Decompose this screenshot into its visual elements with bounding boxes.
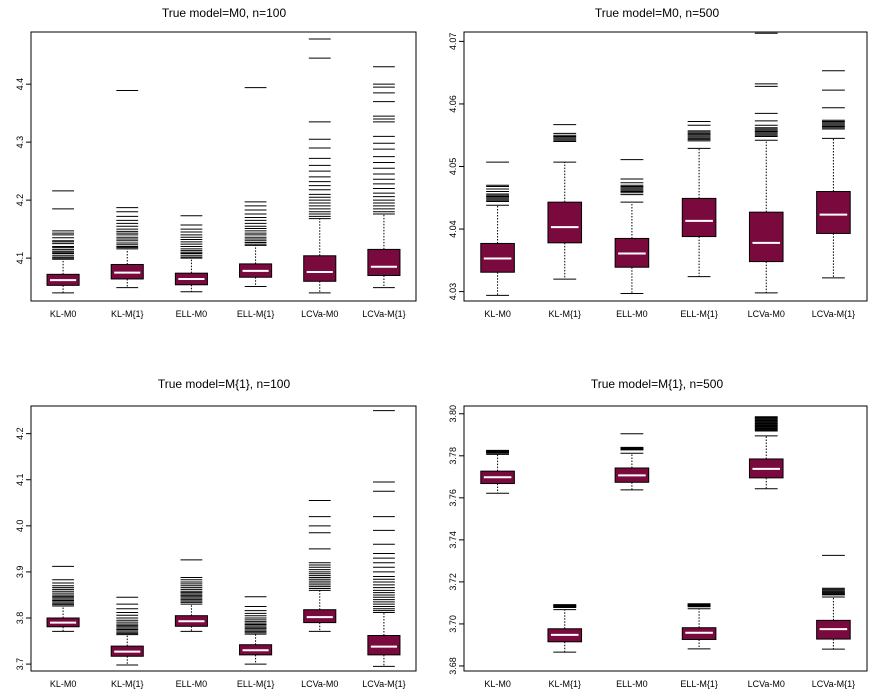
y-tick-label: 3.80 xyxy=(448,405,458,423)
x-tick-label: KL-M{1} xyxy=(111,309,144,319)
box xyxy=(816,191,851,234)
x-tick-label: ELL-M{1} xyxy=(680,309,718,319)
panel-title: True model=M0, n=500 xyxy=(595,6,720,20)
plot-frame xyxy=(30,405,417,672)
x-tick-label: ELL-M0 xyxy=(176,679,208,689)
x-tick-label: ELL-M{1} xyxy=(237,309,275,319)
y-tick-label: 3.7 xyxy=(15,658,25,671)
panel-m1-n500: True model=M{1}, n=500 3.683.703.723.743… xyxy=(448,377,868,689)
x-tick-label: LCVa-M{1} xyxy=(362,309,405,319)
y-tick-label: 3.72 xyxy=(448,573,458,591)
y-tick-label: 4.05 xyxy=(448,158,458,176)
y-tick-label: 4.03 xyxy=(448,283,458,301)
box xyxy=(367,248,401,276)
y-tick-label: 4.3 xyxy=(15,136,25,149)
x-tick-label: LCVa-M0 xyxy=(748,309,785,319)
box xyxy=(303,255,337,282)
y-tick-label: 3.76 xyxy=(448,489,458,507)
box xyxy=(681,197,717,238)
panel-m1-n100: True model=M{1}, n=100 3.7 3.8 3.9 4.0 4.1 4.… xyxy=(15,377,417,689)
y-tick-label: 4.2 xyxy=(15,427,25,440)
y-tick-label: 4.04 xyxy=(448,220,458,238)
x-tick-label: LCVa-M{1} xyxy=(362,679,405,689)
y-tick-label: 4.4 xyxy=(15,78,25,91)
box xyxy=(547,201,583,244)
y-tick-label: 3.78 xyxy=(448,447,458,465)
box xyxy=(367,635,401,656)
y-tick-label: 4.07 xyxy=(448,33,458,51)
x-tick-label: KL-M{1} xyxy=(548,309,581,319)
x-tick-label: ELL-M{1} xyxy=(680,679,718,689)
y-tick-label: 4.1 xyxy=(15,252,25,265)
x-tick-label: ELL-M0 xyxy=(176,309,208,319)
y-tick-label: 3.9 xyxy=(15,566,25,579)
panel-title: True model=M{1}, n=500 xyxy=(591,377,724,391)
plot-frame xyxy=(30,31,417,302)
chart-marks: 3.7 3.8 3.9 4.0 4.1 4.2 KL-M0 KL-M{1} ELL-M0 ELL-… xyxy=(15,410,406,689)
y-tick-label: 3.74 xyxy=(448,531,458,549)
x-tick-label: ELL-M0 xyxy=(616,309,648,319)
x-tick-label: LCVa-M0 xyxy=(301,309,338,319)
chart-marks: 4.03 4.04 4.05 4.06 4.07 KL-M0 KL-M{1} ELL-M0 EL… xyxy=(448,33,855,319)
panel-title: True model=M0, n=100 xyxy=(162,6,287,20)
x-tick-label: LCVa-M0 xyxy=(748,679,785,689)
chart-marks: 3.68 3.70 3.72 3.74 3.76 3.78 3.80 KL-M0 KL-M{1}… xyxy=(448,405,855,689)
panel-m0-n500: True model=M0, n=500 4.034.044.054.064.0… xyxy=(448,6,868,319)
x-tick-label: LCVa-M0 xyxy=(301,679,338,689)
x-tick-label: KL-M{1} xyxy=(548,679,581,689)
x-tick-label: ELL-M{1} xyxy=(237,679,275,689)
box xyxy=(748,211,784,263)
y-tick-label: 4.2 xyxy=(15,194,25,207)
panel-m0-n100: True model=M0, n=100 4.1 4.2 4.3 4.4 KL-M0 KL… xyxy=(15,6,417,319)
y-tick-label: 4.06 xyxy=(448,95,458,113)
chart-marks: 4.1 4.2 4.3 4.4 KL-M0 KL-M{1} ELL-M0 ELL-M{1} LC… xyxy=(15,38,406,319)
x-tick-label: LCVa-M{1} xyxy=(812,309,855,319)
x-tick-label: ELL-M0 xyxy=(616,679,648,689)
x-tick-label: KL-M{1} xyxy=(111,679,144,689)
x-tick-label: KL-M0 xyxy=(484,309,511,319)
y-tick-label: 4.1 xyxy=(15,473,25,486)
x-tick-label: KL-M0 xyxy=(484,679,511,689)
panel-title: True model=M{1}, n=100 xyxy=(158,377,291,391)
x-tick-label: KL-M0 xyxy=(50,679,77,689)
y-tick-label: 3.8 xyxy=(15,612,25,625)
y-tick-label: 3.68 xyxy=(448,657,458,675)
y-tick-label: 4.0 xyxy=(15,520,25,533)
y-tick-label: 3.70 xyxy=(448,615,458,633)
x-tick-label: KL-M0 xyxy=(50,309,77,319)
x-tick-label: LCVa-M{1} xyxy=(812,679,855,689)
plot-frame xyxy=(463,405,868,672)
plot-frame xyxy=(463,31,868,302)
